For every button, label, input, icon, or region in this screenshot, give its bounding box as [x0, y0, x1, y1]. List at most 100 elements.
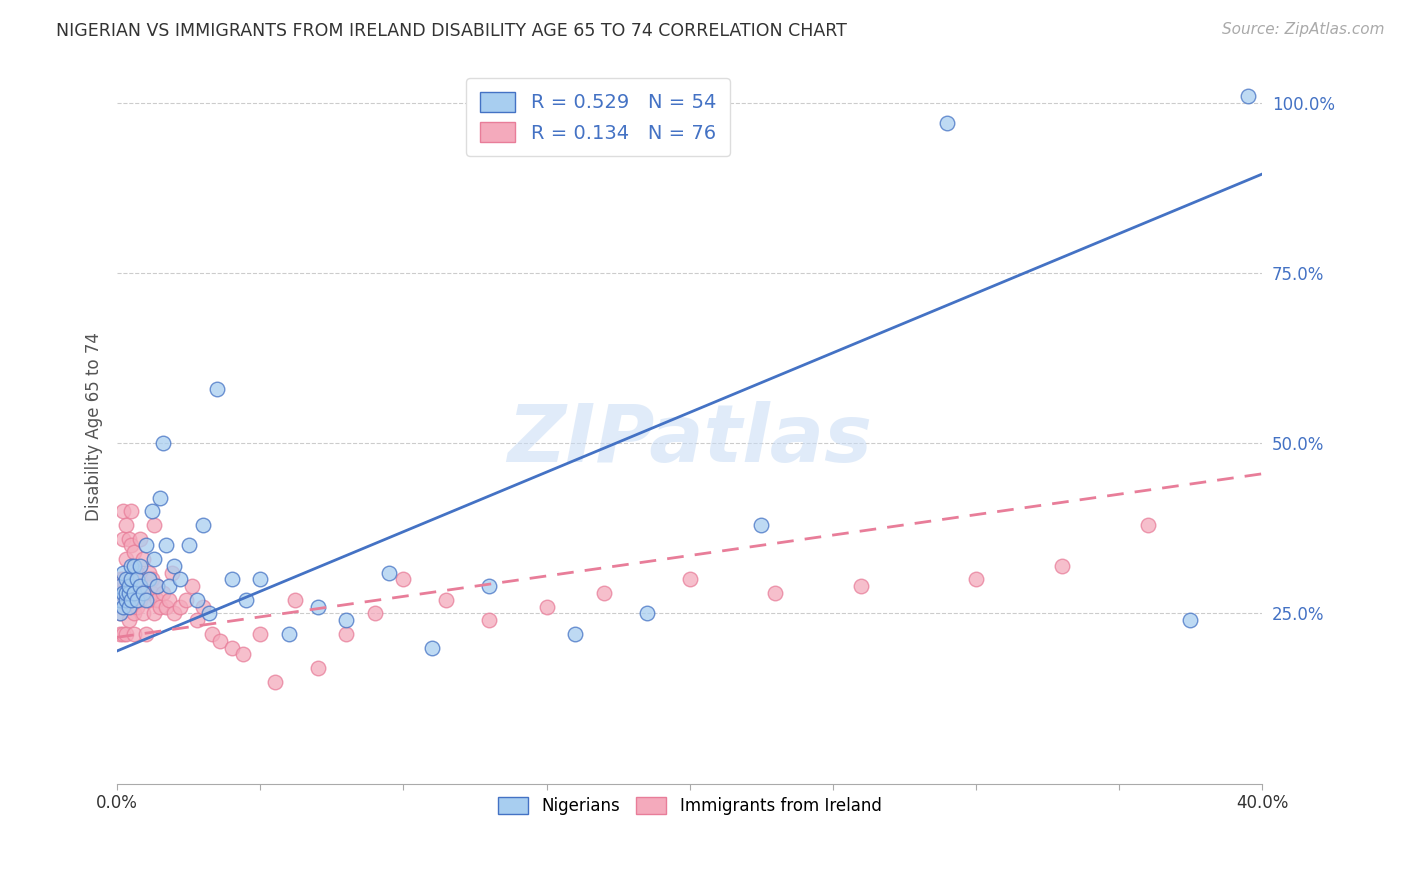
Point: [132, 552, 155, 566]
Point: [564, 627, 586, 641]
Point: [851, 579, 873, 593]
Point: [124, 579, 146, 593]
Point: [149, 599, 172, 614]
Point: [141, 586, 163, 600]
Point: [117, 613, 139, 627]
Point: [335, 627, 357, 641]
Point: [1180, 613, 1202, 627]
Point: [180, 579, 202, 593]
Point: [335, 613, 357, 627]
Point: [191, 599, 214, 614]
Point: [152, 436, 174, 450]
Point: [114, 592, 136, 607]
Point: [163, 558, 186, 573]
Point: [108, 607, 131, 621]
Point: [129, 579, 152, 593]
Point: [765, 586, 787, 600]
Point: [111, 627, 134, 641]
Point: [307, 599, 329, 614]
Point: [132, 607, 155, 621]
Point: [121, 573, 143, 587]
Point: [536, 599, 558, 614]
Point: [117, 579, 139, 593]
Point: [111, 599, 134, 614]
Point: [108, 607, 131, 621]
Point: [221, 640, 243, 655]
Point: [111, 573, 134, 587]
Point: [135, 538, 157, 552]
Point: [221, 573, 243, 587]
Point: [636, 607, 658, 621]
Point: [146, 579, 169, 593]
Point: [201, 627, 224, 641]
Point: [146, 579, 169, 593]
Point: [478, 579, 501, 593]
Point: [174, 592, 197, 607]
Point: [127, 599, 149, 614]
Point: [434, 592, 457, 607]
Point: [121, 504, 143, 518]
Point: [169, 599, 191, 614]
Point: [169, 573, 191, 587]
Point: [127, 592, 149, 607]
Point: [207, 382, 229, 396]
Point: [124, 545, 146, 559]
Point: [111, 586, 134, 600]
Point: [111, 504, 134, 518]
Point: [117, 592, 139, 607]
Point: [249, 627, 271, 641]
Point: [129, 532, 152, 546]
Point: [117, 599, 139, 614]
Point: [1050, 558, 1073, 573]
Point: [121, 592, 143, 607]
Point: [307, 661, 329, 675]
Point: [114, 586, 136, 600]
Point: [141, 504, 163, 518]
Text: NIGERIAN VS IMMIGRANTS FROM IRELAND DISABILITY AGE 65 TO 74 CORRELATION CHART: NIGERIAN VS IMMIGRANTS FROM IRELAND DISA…: [56, 22, 846, 40]
Point: [111, 532, 134, 546]
Point: [135, 592, 157, 607]
Point: [108, 573, 131, 587]
Point: [111, 586, 134, 600]
Point: [191, 517, 214, 532]
Point: [117, 532, 139, 546]
Point: [965, 573, 987, 587]
Point: [132, 586, 155, 600]
Point: [143, 607, 166, 621]
Point: [111, 599, 134, 614]
Point: [127, 592, 149, 607]
Point: [124, 558, 146, 573]
Point: [749, 517, 772, 532]
Point: [124, 607, 146, 621]
Point: [263, 674, 285, 689]
Point: [157, 579, 180, 593]
Point: [364, 607, 387, 621]
Legend: Nigerians, Immigrants from Ireland: Nigerians, Immigrants from Ireland: [488, 788, 891, 825]
Point: [121, 586, 143, 600]
Point: [143, 517, 166, 532]
Point: [114, 552, 136, 566]
Point: [592, 586, 614, 600]
Point: [392, 573, 415, 587]
Point: [678, 573, 700, 587]
Point: [149, 491, 172, 505]
Point: [143, 552, 166, 566]
Point: [121, 558, 143, 573]
Point: [124, 627, 146, 641]
Point: [108, 579, 131, 593]
Point: [209, 633, 232, 648]
Point: [108, 627, 131, 641]
Point: [138, 566, 160, 580]
Point: [186, 613, 208, 627]
Point: [155, 538, 177, 552]
Point: [146, 592, 169, 607]
Point: [111, 566, 134, 580]
Point: [114, 586, 136, 600]
Point: [157, 592, 180, 607]
Point: [177, 538, 200, 552]
Point: [135, 627, 157, 641]
Point: [420, 640, 443, 655]
Point: [936, 116, 959, 130]
Point: [124, 586, 146, 600]
Point: [129, 558, 152, 573]
